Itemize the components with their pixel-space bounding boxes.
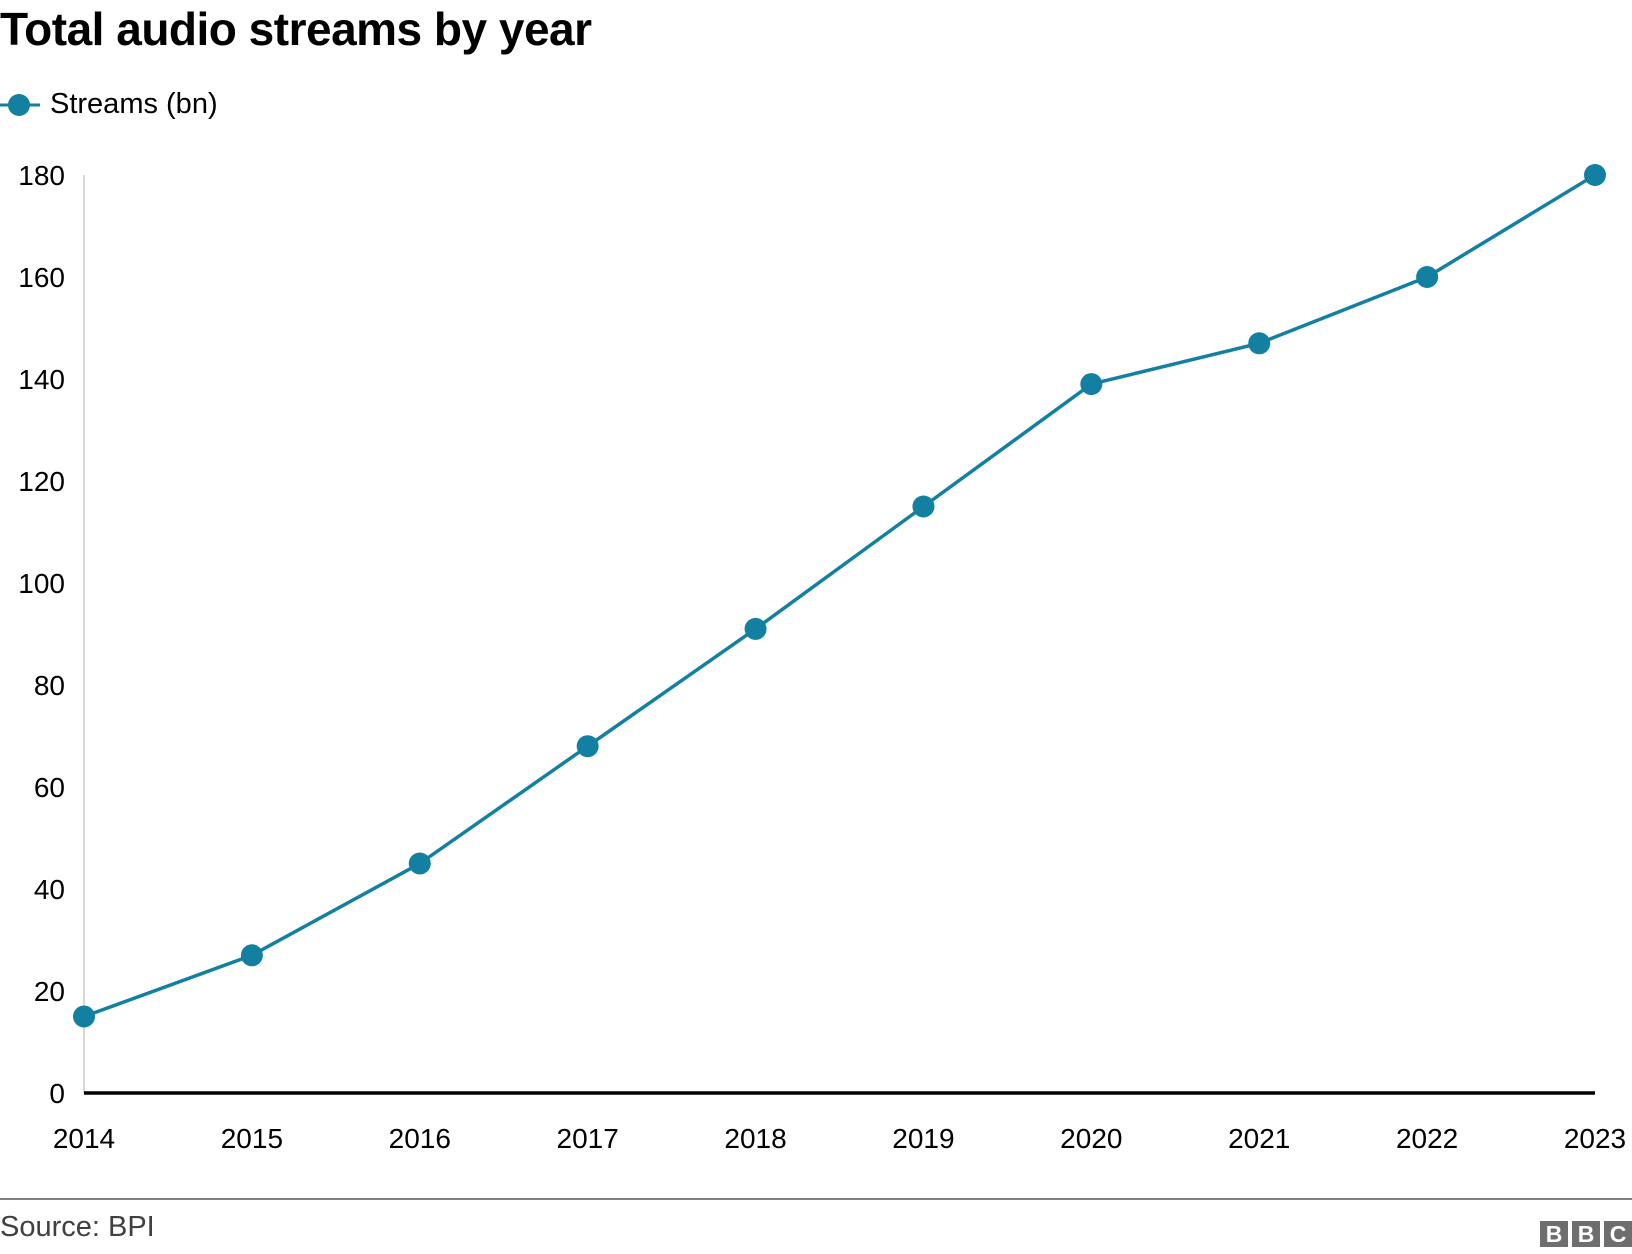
y-tick-label: 120 (18, 466, 65, 497)
y-tick-label: 0 (49, 1078, 65, 1109)
x-tick-label: 2022 (1396, 1123, 1458, 1154)
y-tick-label: 40 (34, 874, 65, 905)
legend-label: Streams (bn) (50, 88, 218, 120)
series-line (83, 173, 1596, 1019)
chart-title: Total audio streams by year (0, 3, 592, 55)
data-point (1584, 164, 1606, 186)
y-tick-label: 100 (18, 568, 65, 599)
x-tick-label: 2020 (1060, 1123, 1122, 1154)
bbc-logo: B B C (1540, 1221, 1632, 1247)
bbc-logo-letter: C (1604, 1221, 1632, 1247)
data-point (912, 495, 935, 518)
x-tick-label: 2017 (557, 1123, 619, 1154)
x-tick-label: 2016 (389, 1123, 451, 1154)
y-tick-label: 160 (18, 262, 65, 293)
line-chart: 0 20 40 60 80 100 120 140 160 180 2014 2015 2016 2017… (18, 160, 1626, 1154)
y-tick-label: 20 (34, 976, 65, 1007)
x-tick-label: 2019 (892, 1123, 954, 1154)
legend-marker-icon (0, 93, 40, 116)
legend: Streams (bn) (0, 88, 218, 121)
y-tick-label: 60 (34, 772, 65, 803)
data-point (744, 617, 767, 640)
data-point (1416, 266, 1439, 288)
source-note: Source: BPI (0, 1211, 155, 1243)
data-point (1080, 373, 1103, 396)
data-point (1248, 332, 1271, 355)
data-point (73, 1005, 95, 1028)
y-tick-label: 180 (18, 160, 65, 191)
x-tick-label: 2018 (724, 1123, 786, 1154)
x-tick-label: 2015 (221, 1123, 283, 1154)
x-tick-label: 2023 (1564, 1123, 1626, 1154)
x-tick-label: 2021 (1228, 1123, 1290, 1154)
bbc-logo-letter: B (1540, 1221, 1568, 1247)
data-point (408, 852, 431, 875)
x-tick-label: 2014 (53, 1123, 115, 1154)
y-tick-label: 80 (34, 670, 65, 701)
data-point (240, 944, 263, 967)
data-point (576, 735, 599, 758)
footer-divider (0, 1198, 1632, 1200)
bbc-logo-letter: B (1572, 1221, 1600, 1247)
y-tick-label: 140 (18, 364, 65, 395)
